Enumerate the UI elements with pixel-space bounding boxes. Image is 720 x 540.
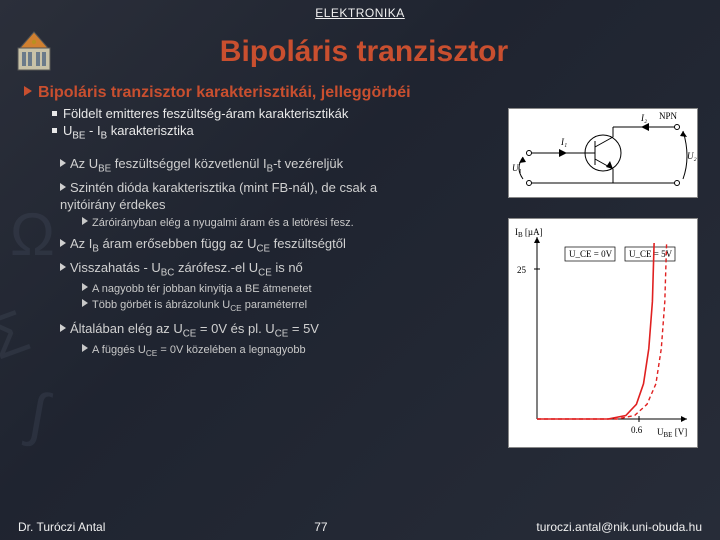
bullet-triangle-icon <box>60 239 66 247</box>
y-axis-label: IB [µA] <box>515 227 543 239</box>
list-item: Záróirányban elég a nyugalmi áram és a l… <box>82 216 400 230</box>
bullet-square-icon <box>52 111 57 116</box>
list-item: Több görbét is ábrázolunk UCE paraméterr… <box>82 298 400 315</box>
i2-label: I₂ <box>640 113 647 123</box>
bullet-triangle-icon <box>82 299 88 307</box>
list-item: Szintén dióda karakterisztika (mint FB-n… <box>60 180 400 230</box>
slide-footer: Dr. Turóczi Antal 77 turoczi.antal@nik.u… <box>0 520 720 534</box>
email-label: turoczi.antal@nik.uni-obuda.hu <box>536 520 702 534</box>
bullet-list-l3: A függés UCE = 0V közelében a legnagyobb <box>82 343 400 360</box>
bullet-triangle-icon <box>82 283 88 291</box>
author-label: Dr. Turóczi Antal <box>18 520 105 534</box>
page-number: 77 <box>105 520 536 534</box>
x-axis-label: UBE [V] <box>657 427 687 439</box>
slide-header: ELEKTRONIKA <box>0 0 720 22</box>
bullet-list-l2: Az UBE feszültséggel közvetlenül IB-t ve… <box>60 156 400 360</box>
bullet-triangle-icon <box>60 159 66 167</box>
bullet-triangle-icon <box>60 263 66 271</box>
xtick-label: 0.6 <box>631 425 643 435</box>
bullet-square-icon <box>52 128 57 133</box>
legend-left: U_CE = 0V <box>569 249 613 259</box>
curve-uce-5v <box>537 243 667 419</box>
chart-svg: 25 0.6 IB [µA] UBE [V] U_CE = 0V U_CE = … <box>509 219 697 447</box>
u2-label: U₂ <box>687 151 697 161</box>
circuit-svg: U₁ U₂ I₁ I₂ NPN <box>509 109 697 197</box>
section-heading: Bipoláris tranzisztor karakterisztikái, … <box>24 84 700 102</box>
i1-label: I₁ <box>560 137 567 147</box>
circuit-figure: U₁ U₂ I₁ I₂ NPN <box>508 108 698 198</box>
list-item: A függés UCE = 0V közelében a legnagyobb <box>82 343 400 360</box>
bullet-triangle-icon <box>82 344 88 352</box>
bullet-triangle-icon <box>24 86 32 96</box>
bullet-triangle-icon <box>60 183 66 191</box>
slide-title: Bipoláris tranzisztor <box>24 35 704 69</box>
list-item: Az UBE feszültséggel közvetlenül IB-t ve… <box>60 156 400 176</box>
ytick-label: 25 <box>517 265 527 275</box>
npn-label: NPN <box>659 111 678 121</box>
list-item: Visszahatás - UBC zárófesz.-el UCE is nő… <box>60 260 400 314</box>
curve-uce-0v <box>537 243 654 419</box>
list-item: Általában elég az UCE = 0V és pl. UCE = … <box>60 321 400 360</box>
bullet-list-l3: Záróirányban elég a nyugalmi áram és a l… <box>82 216 400 230</box>
list-item: Az IB áram erősebben függ az UCE feszült… <box>60 236 400 256</box>
bullet-triangle-icon <box>82 217 88 225</box>
course-name: ELEKTRONIKA <box>315 6 405 20</box>
bullet-list-l3: A nagyobb tér jobban kinyitja a BE átmen… <box>82 282 400 314</box>
u1-label: U₁ <box>512 163 522 173</box>
title-row: Bipoláris tranzisztor <box>0 22 720 80</box>
bullet-triangle-icon <box>60 324 66 332</box>
section-heading-text: Bipoláris tranzisztor karakterisztikái, … <box>38 84 411 101</box>
chart-figure: 25 0.6 IB [µA] UBE [V] U_CE = 0V U_CE = … <box>508 218 698 448</box>
list-item: A nagyobb tér jobban kinyitja a BE átmen… <box>82 282 400 296</box>
